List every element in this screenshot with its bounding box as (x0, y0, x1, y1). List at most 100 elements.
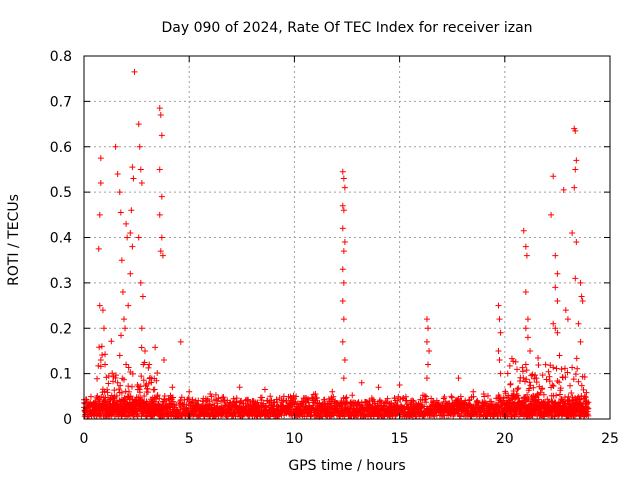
data-point (363, 399, 370, 406)
data-point (103, 374, 110, 381)
data-point (552, 252, 559, 259)
data-point (550, 320, 557, 327)
data-point (431, 413, 438, 420)
data-point (550, 382, 557, 389)
data-point (107, 396, 114, 403)
y-tick-label: 0.2 (50, 321, 72, 337)
data-point (584, 408, 591, 415)
data-point (557, 385, 564, 392)
data-point (448, 394, 455, 401)
data-point (524, 391, 531, 398)
data-point (151, 412, 158, 419)
data-point (156, 105, 163, 112)
data-point (522, 288, 529, 295)
data-point (138, 180, 145, 187)
data-point (438, 413, 445, 420)
data-point (116, 352, 123, 359)
data-point (325, 401, 332, 408)
x-tick-label: 15 (391, 431, 409, 447)
data-point (128, 207, 135, 214)
data-point (508, 402, 515, 409)
data-point (260, 400, 267, 407)
data-point (532, 372, 539, 379)
data-point (529, 371, 536, 378)
data-point (95, 401, 102, 408)
data-point (549, 382, 556, 389)
data-point (497, 329, 504, 336)
data-point (507, 380, 514, 387)
data-point (358, 379, 365, 386)
data-point (523, 376, 530, 383)
data-point (189, 396, 196, 403)
data-point (573, 157, 580, 164)
data-point (153, 377, 160, 384)
data-point (117, 209, 124, 216)
data-point (425, 325, 432, 332)
data-point (103, 399, 110, 406)
data-point (112, 143, 119, 150)
data-point (178, 394, 185, 401)
data-point (539, 372, 546, 379)
data-point (233, 395, 240, 402)
data-point (137, 166, 144, 173)
data-point (496, 357, 503, 364)
data-point (473, 398, 480, 405)
data-point (418, 404, 425, 411)
data-point (571, 184, 578, 191)
data-point (169, 384, 176, 391)
data-point (341, 357, 348, 364)
data-point (539, 385, 546, 392)
data-point (134, 412, 141, 419)
data-point (519, 410, 526, 417)
data-point (375, 384, 382, 391)
data-point (409, 397, 416, 404)
data-point (151, 386, 158, 393)
data-point (258, 397, 265, 404)
data-point (339, 168, 346, 175)
data-point (558, 366, 565, 373)
data-point (579, 298, 586, 305)
data-point (310, 404, 317, 411)
data-point (456, 412, 463, 419)
data-point (572, 371, 579, 378)
data-point (186, 388, 193, 395)
data-point (403, 397, 410, 404)
data-point (505, 392, 512, 399)
data-point (340, 175, 347, 182)
data-point (120, 316, 127, 323)
data-point (423, 393, 430, 400)
data-point (280, 393, 287, 400)
data-point (339, 202, 346, 209)
data-point (495, 302, 502, 309)
data-point (570, 403, 577, 410)
data-point (123, 220, 130, 227)
data-point (359, 402, 366, 409)
data-point (142, 400, 149, 407)
y-tick-label: 0.5 (50, 185, 72, 201)
data-point (561, 365, 568, 372)
data-point (98, 343, 105, 350)
data-point (514, 366, 521, 373)
data-point (129, 243, 136, 250)
data-point (159, 252, 166, 259)
data-point (530, 384, 537, 391)
data-point (98, 393, 105, 400)
data-point (341, 184, 348, 191)
data-point (558, 396, 565, 403)
y-tick-label: 0.3 (50, 276, 72, 292)
data-point (522, 243, 529, 250)
data-point (503, 406, 510, 413)
data-point (511, 401, 518, 408)
data-point (509, 405, 516, 412)
data-point (550, 364, 557, 371)
data-point (139, 293, 146, 300)
data-point (426, 347, 433, 354)
data-point (177, 338, 184, 345)
data-point (550, 173, 557, 180)
data-point (158, 234, 165, 241)
axis-ticks: 0 5 10 15 20 25 0 0.1 0.2 0.3 0.4 0.5 0.6 0.7 0.8 (50, 49, 619, 447)
data-point (127, 412, 134, 419)
data-point (200, 398, 207, 405)
data-point (577, 338, 584, 345)
data-point (533, 405, 540, 412)
